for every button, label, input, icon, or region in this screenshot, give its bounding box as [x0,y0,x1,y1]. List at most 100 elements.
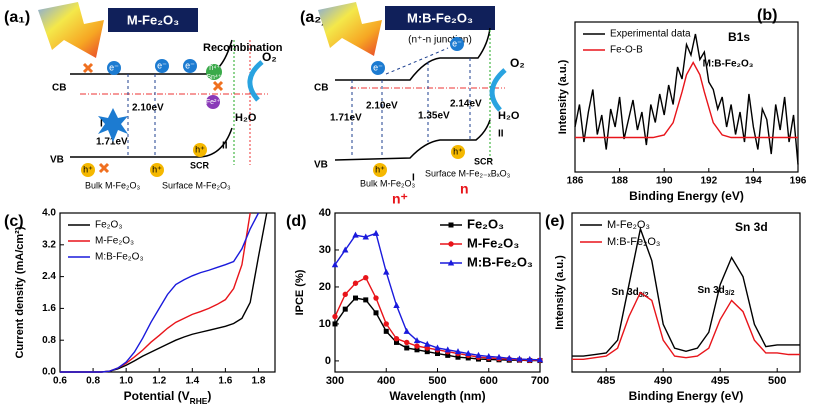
x-axis-label-part: ) [207,389,211,403]
ion [206,64,222,80]
marker [394,339,399,345]
annotation-sub: 3/2 [725,290,735,297]
marker [413,337,421,344]
y-axis-label: Current density (mA/cm²) [14,226,26,358]
hole-label: h⁺ [375,164,385,174]
marker [526,355,533,362]
marker [414,343,420,349]
x-axis-label: Binding Energy (eV) [629,389,744,403]
hole-label: h⁺ [152,164,162,174]
x-tick-label: 600 [480,375,498,387]
marker [445,352,451,358]
gap-label: 2.14eV [450,99,482,110]
transition [351,47,471,158]
series-line [60,212,260,373]
legend-label: M-Fe₂O₃ [607,219,650,231]
y-tick-label: 20 [319,281,331,293]
region-name: Bulk M-Fe₂O₃ [360,178,415,188]
title: M-Fe₂O₃ [127,12,179,27]
electron [183,59,197,73]
y-tick-label: 30 [319,244,331,256]
marker [373,295,379,301]
light-arrow [38,2,104,58]
marker [506,354,513,361]
marker [444,346,451,353]
plot-frame [574,21,799,173]
x-tick-label: 194 [745,176,762,187]
cb-band [335,27,491,81]
y-tick-label: 3.2 [42,239,56,250]
marker [352,280,359,286]
region-name: Surface M-Fe₂₋ₓBₓO₃ [425,168,511,178]
y-tick-label: 2.4 [42,271,56,282]
hole-label: h⁺ [83,164,93,174]
marker [331,261,339,268]
legend-marker [448,241,454,247]
reaction-arrow [489,68,507,112]
series-line [60,212,251,373]
annotation: Sn 3d3/2 [698,285,735,298]
marker [414,347,420,353]
marker [454,348,462,355]
marker [332,321,338,327]
marker [393,301,400,308]
x-tick-label: 500 [768,375,786,387]
region-label: II [222,141,228,152]
x-tick-label: 490 [654,375,672,387]
electron [450,37,464,51]
marker [434,344,441,351]
annotation: Sn 3d5/2 [612,287,649,300]
marker [404,339,410,346]
gap-label: 2.10eV [132,103,164,114]
ion [206,95,220,109]
legend-label: M:B-Fe₂O₃ [95,252,144,263]
electron-label: e⁻ [185,60,195,70]
marker [342,246,349,253]
cb-label: CB [52,83,66,94]
marker [495,353,503,360]
hole [373,163,387,177]
series-line [572,291,800,360]
hole [193,143,207,157]
series-line [575,61,798,139]
hole-label: h⁺ [453,146,463,156]
annotation-sub: 5/2 [639,292,649,299]
panel-label: (c) [4,213,24,230]
marker [424,349,430,355]
electron [107,61,121,75]
vb-band [70,127,233,158]
x-tick-label: 1.4 [185,376,199,387]
x-tick-label: 0.8 [86,376,100,387]
legend-label: M:B-Fe₂O₃ [607,236,660,248]
marker [353,295,358,301]
doping-label: n [460,181,469,197]
vb-label: VB [314,160,328,171]
ion-label: Fe²⁺ [206,99,221,106]
annotation-part: Sn 3d [612,287,639,298]
region-name: Bulk M-Fe₂O₃ [85,180,140,190]
series-line [574,33,799,165]
legend-label: M-Fe₂O₃ [95,236,134,247]
diagram-a2: (a₂) M:B-Fe₂O₃ (n⁺-n junction) CB VB e⁻ … [300,2,525,207]
region-label: II [498,129,504,140]
x-tick-label: 1.2 [152,376,166,387]
region-name: Surface M-Fe₂O₃ [162,180,231,190]
marker [363,297,369,303]
panel-label: (e) [545,213,565,230]
legend-label: M:B-Fe₂O₃ [467,254,533,269]
series-line [334,232,541,361]
gap-label: 2.10eV [366,101,398,112]
diagram-a1: (a₁) M-Fe₂O₃ Recombination CB VB e⁻ e⁻ e… [4,2,283,190]
x-tick-label: 190 [656,176,673,187]
annotation: M:B-Fe₂O₃ [703,59,754,70]
x-axis-label: Binding Energy (eV) [629,189,744,203]
label: Recombination [203,42,283,54]
plot-frame [571,212,801,373]
x-tick-label: 1.6 [218,376,232,387]
marker [383,268,390,275]
y-axis-label: Intensity (a.u.) [554,255,566,330]
legend-label: Fe₂O₃ [467,216,504,231]
hole [150,163,164,177]
x-axis-label: Wavelength (nm) [389,389,485,403]
